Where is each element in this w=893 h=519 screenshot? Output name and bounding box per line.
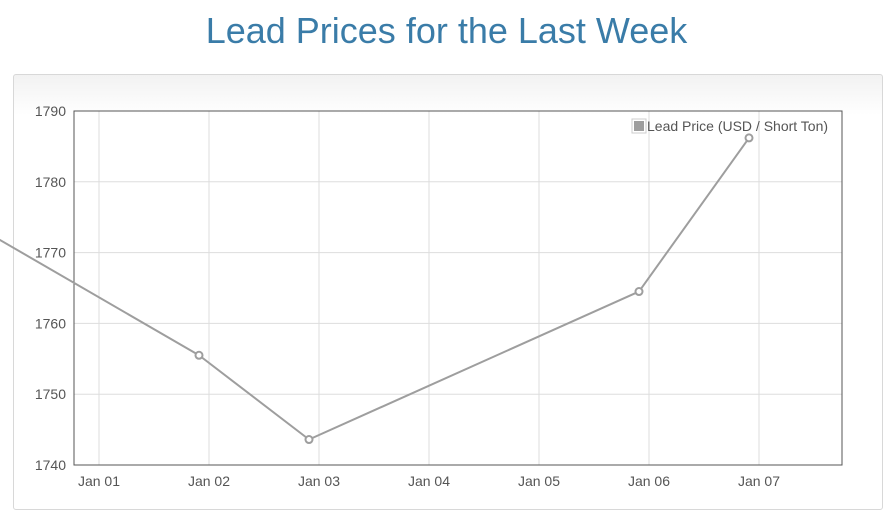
data-point[interactable] — [304, 435, 314, 445]
y-tick-label: 1790 — [35, 103, 66, 119]
legend-label: Lead Price (USD / Short Ton) — [647, 118, 828, 134]
y-tick-label: 1760 — [35, 315, 66, 331]
x-axis-ticks: Jan 01 Jan 02 Jan 03 Jan 04 Jan 05 Jan 06 Jan … — [78, 473, 780, 489]
y-tick-label: 1740 — [35, 457, 66, 473]
grid-lines — [74, 110, 842, 466]
chart-panel — [13, 74, 883, 510]
x-tick-label: Jan 07 — [738, 473, 780, 489]
x-tick-label: Jan 02 — [188, 473, 230, 489]
y-tick-label: 1780 — [35, 174, 66, 190]
x-tick-label: Jan 04 — [408, 473, 450, 489]
x-tick-label: Jan 06 — [628, 473, 670, 489]
data-point[interactable] — [634, 287, 644, 297]
chart-title: Lead Prices for the Last Week — [205, 10, 688, 51]
series-layer — [0, 133, 754, 445]
plot-frame — [73, 110, 843, 466]
data-point[interactable] — [744, 133, 754, 143]
legend: Lead Price (USD / Short Ton) — [631, 118, 828, 134]
y-axis-ticks: 1740 1750 1760 1770 1780 1790 — [35, 103, 66, 473]
data-point[interactable] — [194, 350, 204, 360]
y-tick-label: 1770 — [35, 245, 66, 261]
x-tick-label: Jan 03 — [298, 473, 340, 489]
y-tick-label: 1750 — [35, 386, 66, 402]
x-tick-label: Jan 01 — [78, 473, 120, 489]
legend-swatch — [634, 121, 644, 131]
x-tick-label: Jan 05 — [518, 473, 560, 489]
